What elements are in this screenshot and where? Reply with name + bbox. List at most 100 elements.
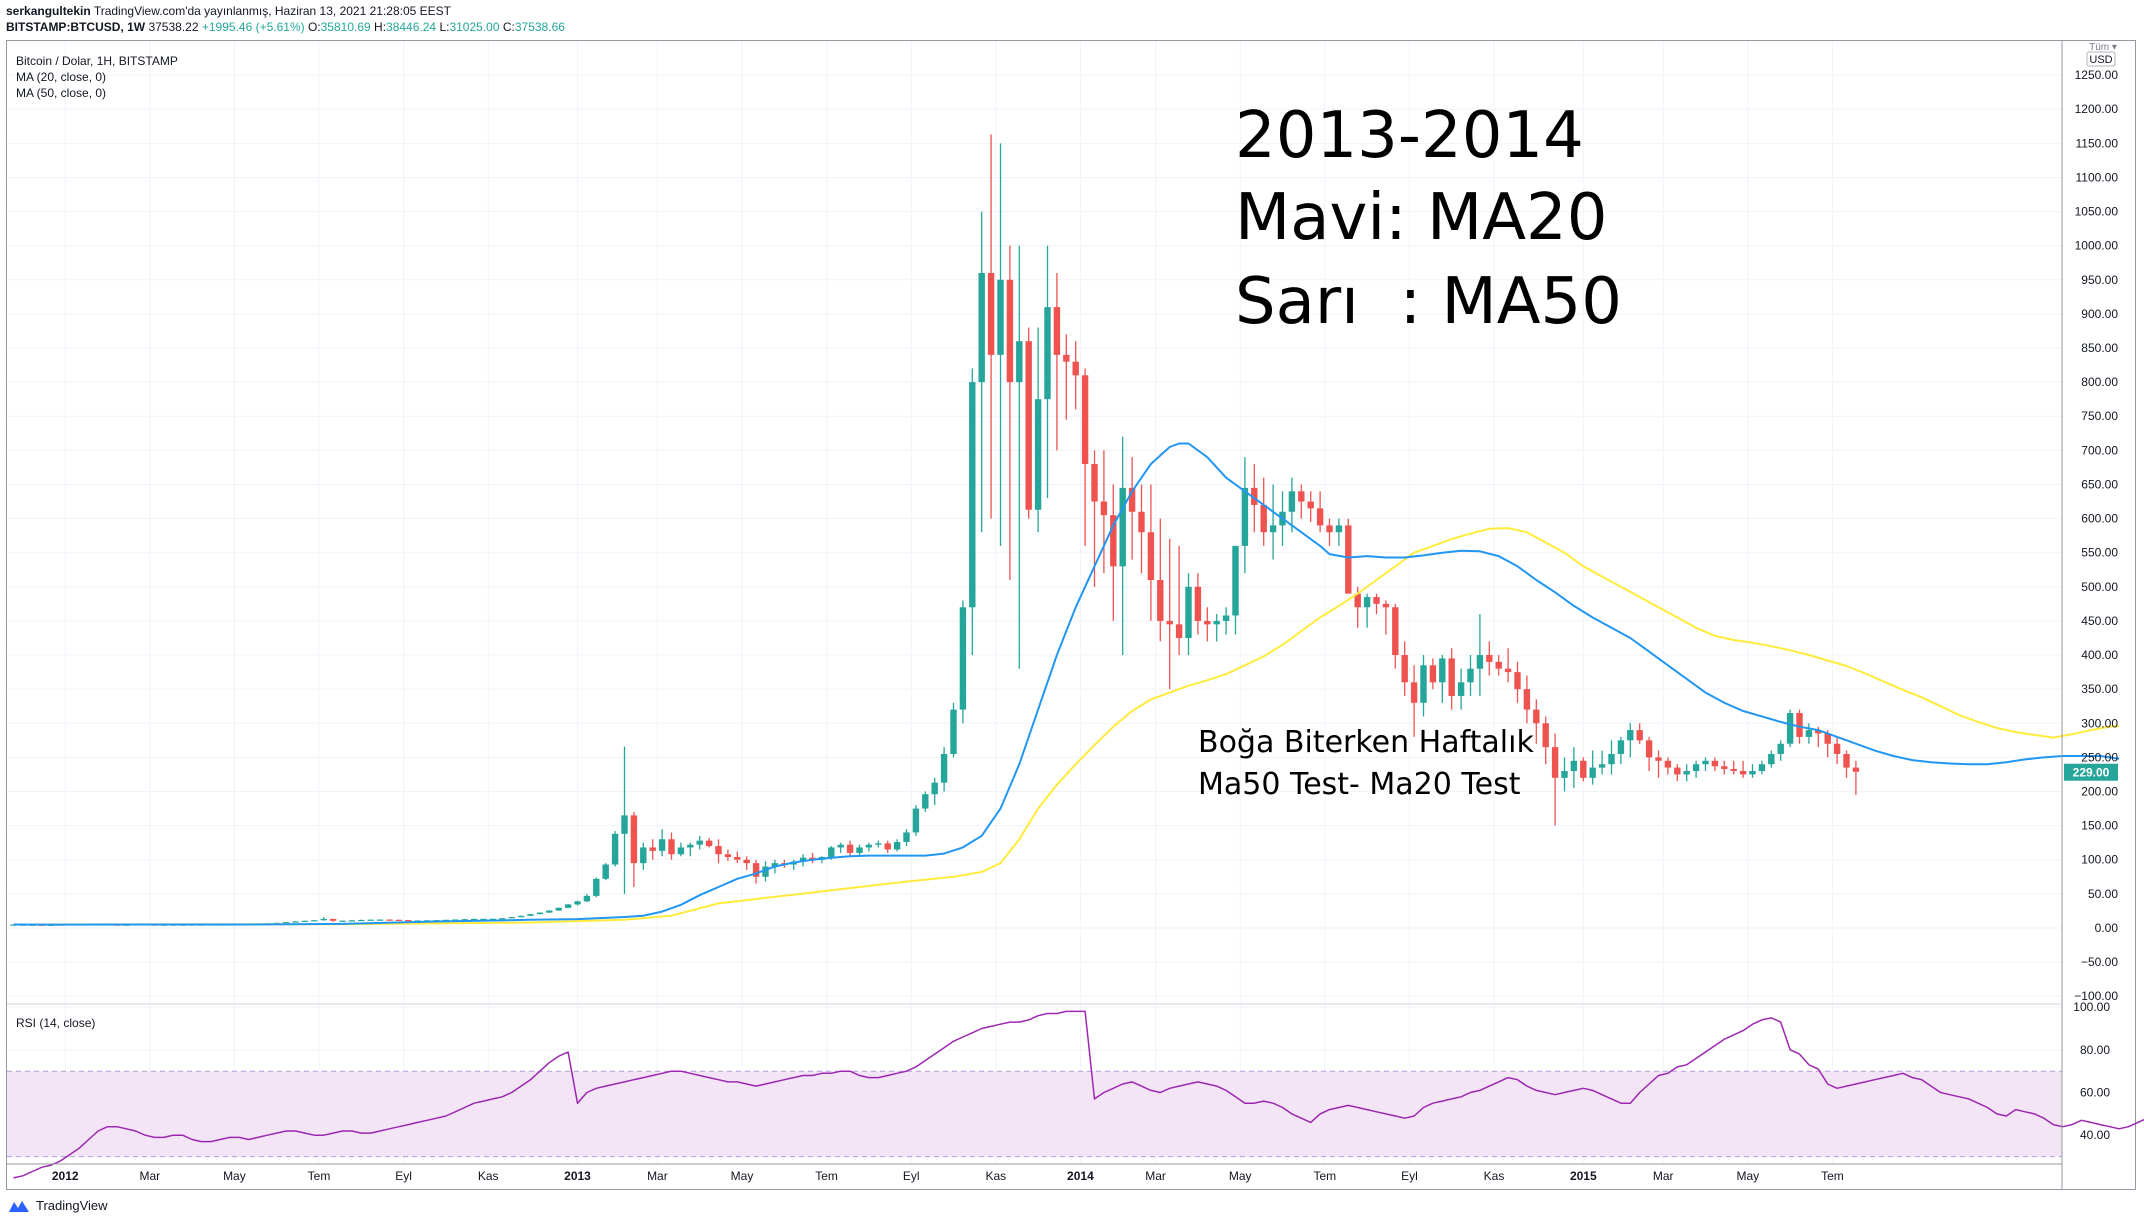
candle-body[interactable] xyxy=(752,863,760,877)
candle-body[interactable] xyxy=(1232,545,1239,616)
candle-body[interactable] xyxy=(677,847,685,855)
candle-body[interactable] xyxy=(1777,743,1784,754)
candle-body[interactable] xyxy=(1655,757,1662,761)
currency-badge[interactable] xyxy=(2086,51,2116,67)
author-name[interactable]: serkangultekin xyxy=(6,4,91,18)
candle-body[interactable] xyxy=(658,839,666,851)
candle-body[interactable] xyxy=(630,815,638,864)
candle-body[interactable] xyxy=(931,782,938,795)
candle-body[interactable] xyxy=(1110,515,1117,567)
candle-body[interactable] xyxy=(903,832,910,842)
candle-body[interactable] xyxy=(997,279,1004,355)
candle-body[interactable] xyxy=(1824,733,1831,744)
candle-body[interactable] xyxy=(564,904,572,908)
candle-body[interactable] xyxy=(1561,771,1568,778)
candle-body[interactable] xyxy=(536,912,544,915)
candle-body[interactable] xyxy=(734,856,741,860)
candle-body[interactable] xyxy=(959,607,967,710)
candle-body[interactable] xyxy=(301,920,309,922)
ma50-legend[interactable]: MA (50, close, 0) xyxy=(16,86,107,100)
candle-body[interactable] xyxy=(846,844,854,853)
candle-body[interactable] xyxy=(386,919,393,921)
candle-body[interactable] xyxy=(1758,764,1766,772)
candle-body[interactable] xyxy=(1852,767,1860,772)
candle-body[interactable] xyxy=(1674,767,1681,775)
candle-body[interactable] xyxy=(1053,307,1061,355)
candle-body[interactable] xyxy=(358,919,365,922)
candle-body[interactable] xyxy=(1185,586,1192,638)
candle-body[interactable] xyxy=(1768,753,1775,765)
candle-body[interactable] xyxy=(1420,665,1427,703)
candle-body[interactable] xyxy=(1570,760,1578,772)
ma50-line[interactable] xyxy=(13,527,2120,926)
candle-body[interactable] xyxy=(1100,501,1108,516)
candle-body[interactable] xyxy=(470,918,478,921)
candle-body[interactable] xyxy=(715,846,722,855)
candle-body[interactable] xyxy=(1251,487,1258,505)
ma20-line[interactable] xyxy=(13,442,2120,926)
candle-body[interactable] xyxy=(1551,747,1559,778)
candle-body[interactable] xyxy=(771,863,779,867)
candle-body[interactable] xyxy=(1645,740,1653,758)
candle-body[interactable] xyxy=(395,919,403,921)
candle-body[interactable] xyxy=(1354,593,1361,608)
candle-body[interactable] xyxy=(1307,501,1314,509)
candle-body[interactable] xyxy=(1241,487,1249,546)
candle-body[interactable] xyxy=(320,918,327,921)
candle-body[interactable] xyxy=(1222,615,1230,621)
candle-body[interactable] xyxy=(1345,525,1352,594)
candle-body[interactable] xyxy=(1072,361,1079,376)
candle-body[interactable] xyxy=(1692,764,1700,772)
candle-body[interactable] xyxy=(893,841,901,850)
candle-body[interactable] xyxy=(668,839,675,855)
candle-body[interactable] xyxy=(611,833,619,865)
candle-body[interactable] xyxy=(1166,620,1173,625)
candle-body[interactable] xyxy=(1335,525,1343,533)
candle-body[interactable] xyxy=(1683,771,1690,775)
candle-body[interactable] xyxy=(705,840,713,847)
candle-body[interactable] xyxy=(1833,743,1841,754)
candle-body[interactable] xyxy=(1138,511,1145,533)
candle-body[interactable] xyxy=(1363,597,1371,608)
candle-body[interactable] xyxy=(1119,487,1126,567)
candle-body[interactable] xyxy=(1627,730,1634,741)
candle-body[interactable] xyxy=(1044,307,1051,400)
candle-body[interactable] xyxy=(1316,508,1324,526)
candle-body[interactable] xyxy=(1128,487,1136,512)
candle-body[interactable] xyxy=(1730,768,1737,772)
candle-body[interactable] xyxy=(1034,399,1042,510)
candle-body[interactable] xyxy=(1786,713,1794,744)
candle-body[interactable] xyxy=(621,815,628,834)
candle-body[interactable] xyxy=(1373,597,1380,604)
candle-body[interactable] xyxy=(1081,375,1089,465)
candle-body[interactable] xyxy=(527,914,534,916)
candle-body[interactable] xyxy=(376,919,384,921)
candle-body[interactable] xyxy=(508,917,515,919)
candle-body[interactable] xyxy=(1392,607,1399,656)
candle-body[interactable] xyxy=(583,895,591,902)
candle-body[interactable] xyxy=(282,922,290,924)
candle-body[interactable] xyxy=(367,919,374,921)
candle-body[interactable] xyxy=(1542,723,1549,748)
candle-body[interactable] xyxy=(574,901,581,905)
candle-body[interactable] xyxy=(950,709,957,754)
candle-body[interactable] xyxy=(1711,760,1719,767)
candle-body[interactable] xyxy=(1843,753,1850,768)
candle-body[interactable] xyxy=(724,854,732,857)
candle-body[interactable] xyxy=(865,844,873,848)
candle-body[interactable] xyxy=(1721,766,1728,769)
candle-body[interactable] xyxy=(743,859,750,864)
candle-body[interactable] xyxy=(1476,655,1484,669)
candle-body[interactable] xyxy=(1091,464,1098,502)
candle-body[interactable] xyxy=(1805,730,1813,737)
candle-body[interactable] xyxy=(1664,760,1672,768)
candle-body[interactable] xyxy=(696,840,703,845)
candle-body[interactable] xyxy=(1260,504,1267,533)
rsi-legend[interactable]: RSI (14, close) xyxy=(16,1016,96,1030)
candle-body[interactable] xyxy=(687,844,694,848)
candle-body[interactable] xyxy=(499,918,506,920)
candle-body[interactable] xyxy=(1147,532,1155,580)
candle-body[interactable] xyxy=(1796,713,1803,737)
candle-body[interactable] xyxy=(292,921,299,923)
